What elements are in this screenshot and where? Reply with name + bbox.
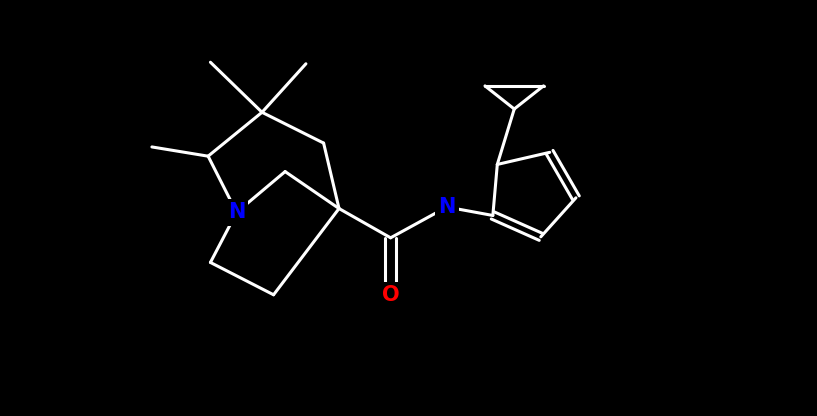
Text: O: O [382,285,400,305]
Text: N: N [228,203,245,223]
Text: N: N [438,197,456,217]
